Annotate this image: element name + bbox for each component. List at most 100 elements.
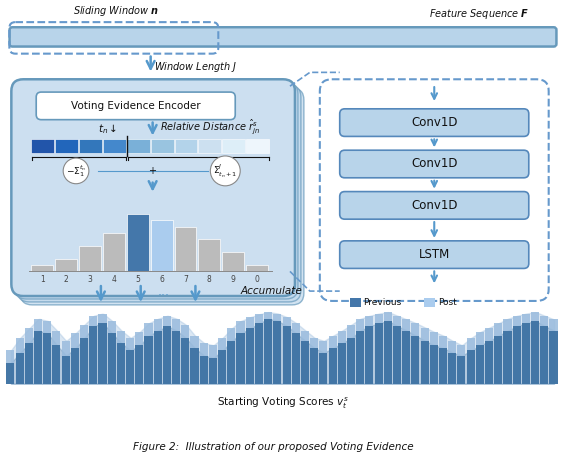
Bar — [55, 139, 78, 153]
Bar — [466, 350, 475, 384]
FancyBboxPatch shape — [14, 82, 298, 299]
Bar — [144, 336, 152, 384]
Bar — [174, 139, 198, 153]
Bar — [237, 333, 245, 384]
Bar — [89, 316, 97, 384]
Bar — [228, 328, 235, 384]
Bar — [301, 331, 309, 384]
Bar — [522, 314, 530, 384]
Bar — [338, 343, 346, 384]
Bar — [200, 343, 208, 384]
Bar — [347, 325, 355, 384]
Bar — [126, 350, 134, 384]
Text: Window Length $J$: Window Length $J$ — [154, 60, 237, 75]
Bar — [550, 331, 558, 384]
Bar — [153, 331, 162, 384]
Bar — [328, 336, 337, 384]
Bar — [153, 319, 162, 384]
Text: Figure 2:  Illustration of our proposed Voting Evidence: Figure 2: Illustration of our proposed V… — [133, 442, 413, 452]
Bar — [365, 316, 374, 384]
Bar — [199, 139, 221, 153]
Bar — [117, 331, 125, 384]
Bar — [246, 328, 254, 384]
Bar — [190, 336, 199, 384]
Bar — [531, 312, 539, 384]
Bar — [31, 265, 53, 272]
Bar — [190, 348, 199, 384]
Bar — [375, 323, 383, 384]
Bar — [550, 319, 558, 384]
Bar — [485, 341, 493, 384]
Bar — [98, 323, 106, 384]
Bar — [347, 338, 355, 384]
Bar — [181, 325, 190, 384]
Text: 4: 4 — [112, 275, 116, 284]
Bar — [439, 336, 447, 384]
Bar — [6, 350, 15, 384]
Bar — [79, 139, 102, 153]
Bar — [31, 139, 54, 153]
Bar — [246, 317, 254, 384]
Bar — [199, 240, 220, 272]
Text: 8: 8 — [207, 275, 212, 284]
Bar — [319, 353, 327, 384]
Text: Relative Distance $\hat{r}^{s}_{jn}$: Relative Distance $\hat{r}^{s}_{jn}$ — [160, 118, 260, 136]
Bar — [513, 326, 521, 384]
Bar — [71, 348, 79, 384]
Bar — [430, 345, 438, 384]
Bar — [80, 325, 88, 384]
Text: Starting Voting Scores $v^s_t$: Starting Voting Scores $v^s_t$ — [217, 396, 349, 411]
Bar — [264, 319, 272, 384]
Bar — [25, 343, 33, 384]
Bar — [98, 314, 106, 384]
Bar — [384, 312, 392, 384]
Text: 2: 2 — [64, 275, 68, 284]
Bar — [411, 323, 419, 384]
Bar — [222, 139, 245, 153]
Bar — [25, 328, 33, 384]
Bar — [503, 319, 512, 384]
Bar — [356, 331, 365, 384]
Bar — [117, 343, 125, 384]
Bar — [108, 321, 115, 384]
Bar — [503, 331, 512, 384]
Bar — [485, 327, 493, 384]
Bar — [151, 139, 174, 153]
Text: Accumulate: Accumulate — [240, 286, 302, 296]
FancyBboxPatch shape — [340, 241, 529, 268]
Bar — [273, 321, 281, 384]
Bar — [531, 321, 539, 384]
Bar — [476, 332, 484, 384]
Bar — [55, 259, 77, 272]
Bar — [53, 331, 61, 384]
FancyBboxPatch shape — [20, 88, 304, 305]
Bar — [393, 316, 401, 384]
Text: 0: 0 — [255, 275, 260, 284]
Bar — [163, 326, 171, 384]
Bar — [53, 345, 61, 384]
Bar — [365, 326, 374, 384]
Bar — [310, 348, 318, 384]
Bar — [62, 355, 70, 384]
Bar — [135, 332, 143, 384]
Bar — [246, 139, 269, 153]
Bar — [540, 326, 548, 384]
Text: $\boldsymbol{t_n}\downarrow$: $\boldsymbol{t_n}\downarrow$ — [98, 123, 118, 136]
Bar — [255, 323, 263, 384]
Bar — [89, 326, 97, 384]
Bar — [200, 355, 208, 384]
Bar — [338, 331, 346, 384]
Bar — [127, 139, 149, 153]
Bar — [540, 316, 548, 384]
Bar — [301, 341, 309, 384]
Bar — [181, 338, 190, 384]
Bar — [448, 341, 456, 384]
Bar — [494, 336, 502, 384]
Text: 5: 5 — [135, 275, 140, 284]
Bar — [43, 333, 52, 384]
FancyBboxPatch shape — [18, 85, 301, 302]
Bar — [439, 348, 447, 384]
Bar — [79, 246, 101, 272]
Bar — [209, 345, 217, 384]
Bar — [246, 265, 268, 272]
